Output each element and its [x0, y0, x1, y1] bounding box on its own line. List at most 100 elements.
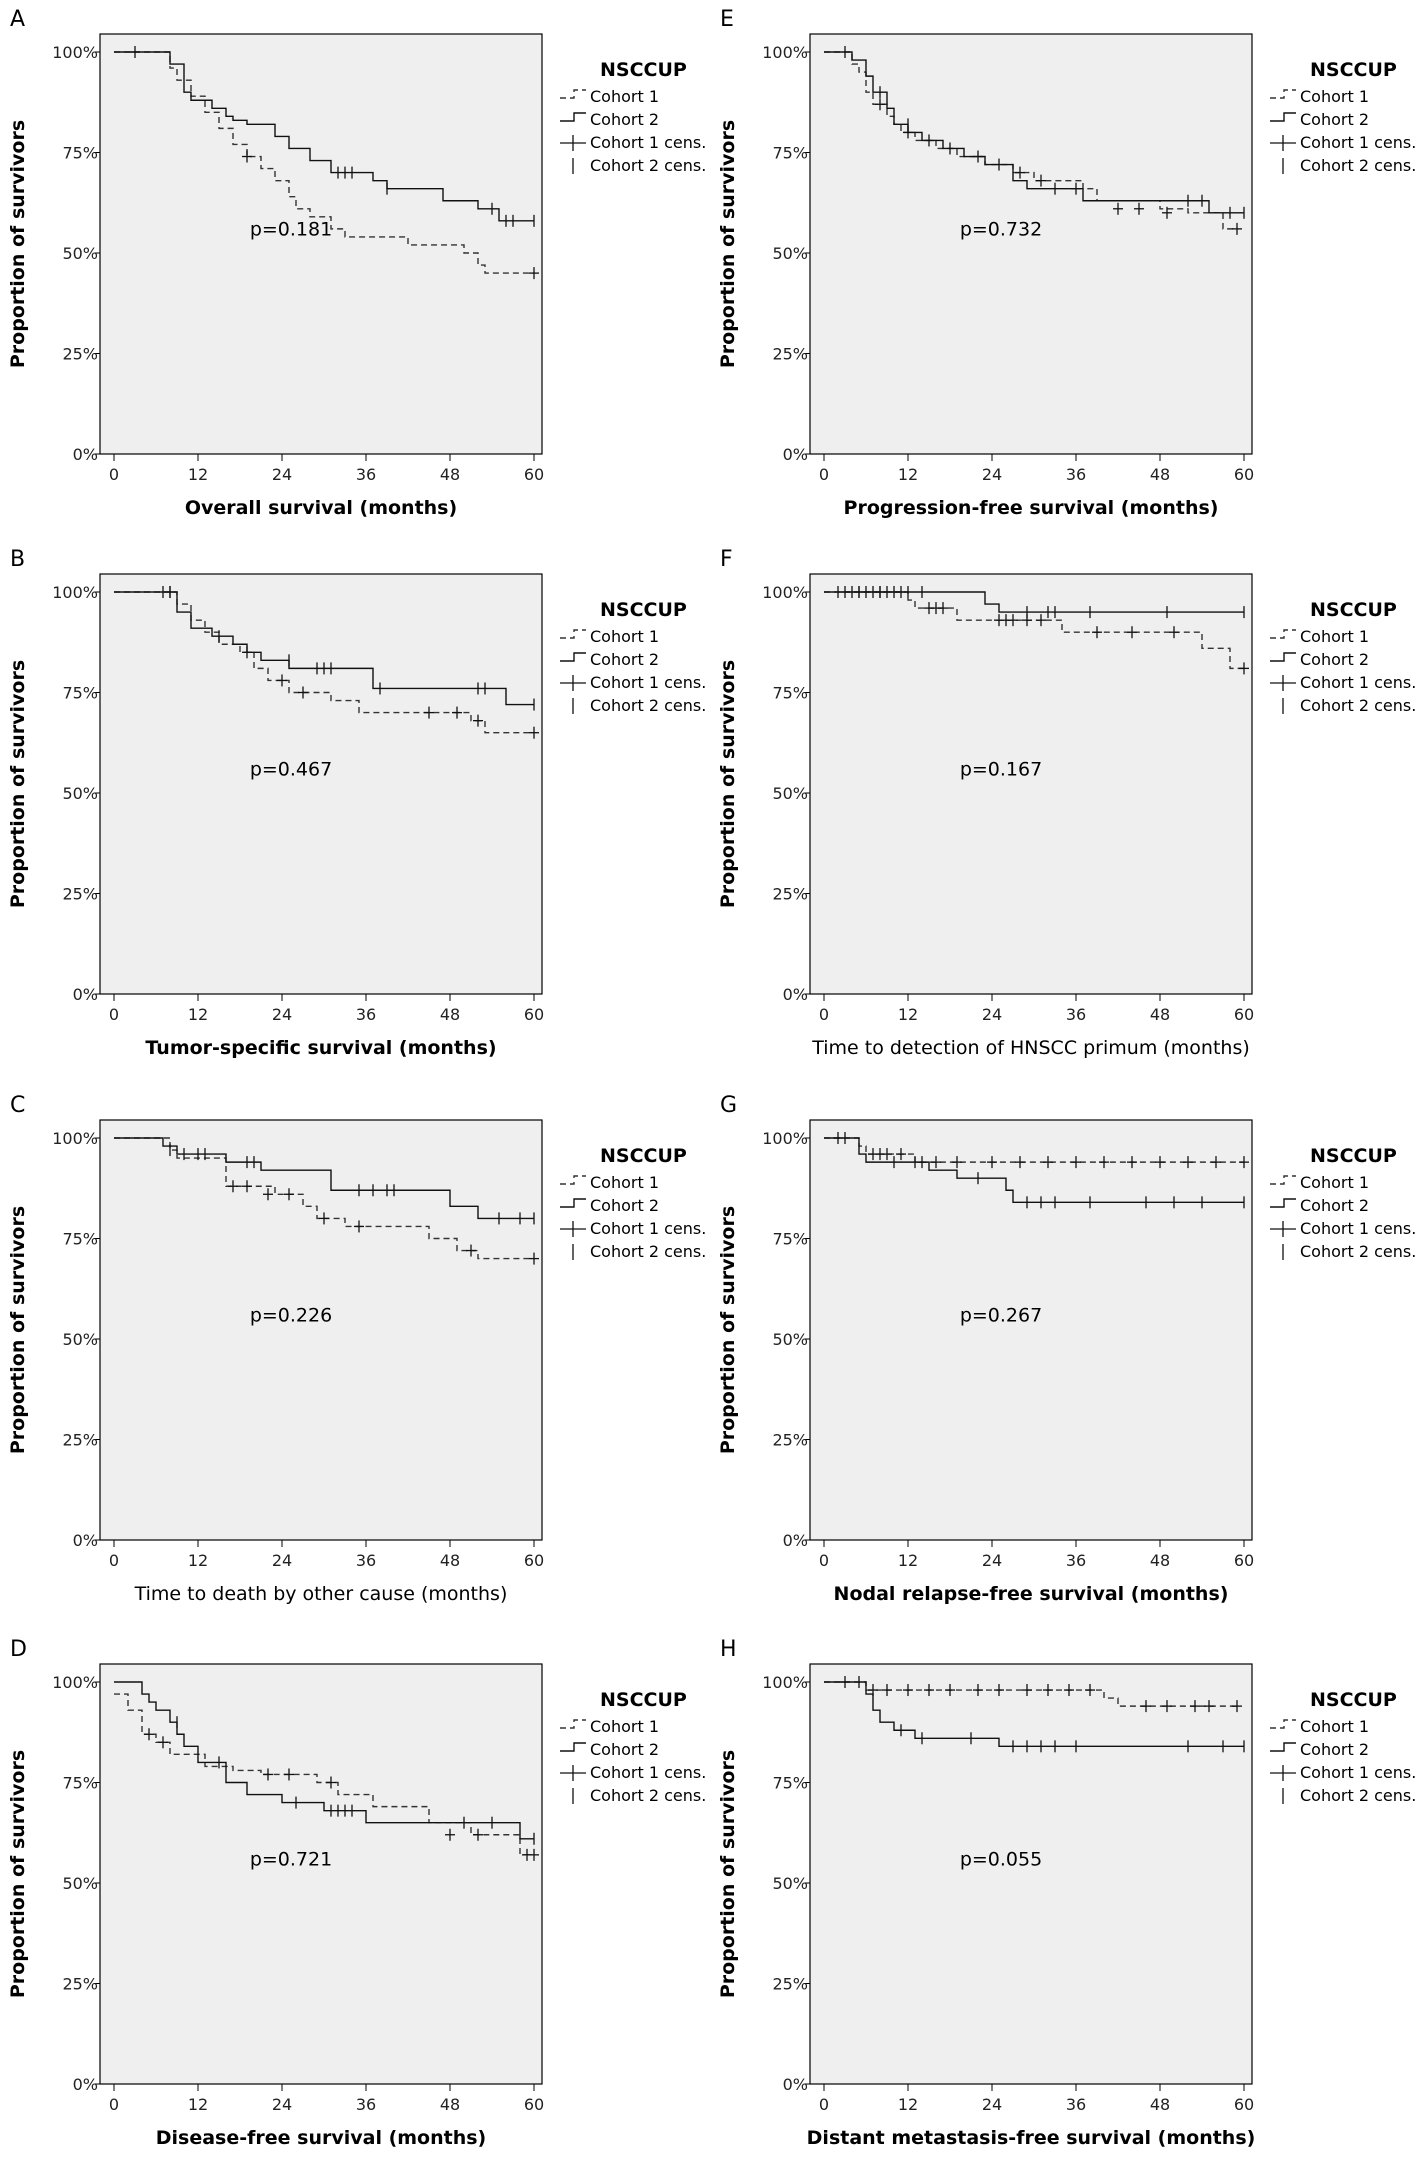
legend-entry: Cohort 2	[1300, 1740, 1369, 1759]
legend-swatch	[1270, 1742, 1296, 1752]
x-tick-label: 24	[982, 1005, 1002, 1024]
x-tick-label: 0	[819, 1551, 829, 1570]
km-curve-cohort-1	[114, 591, 534, 734]
censor-mark-cohort-1	[1022, 1684, 1032, 1697]
x-tick-label: 48	[440, 1005, 460, 1024]
legend-entry: Cohort 1 cens.	[590, 673, 706, 692]
censor-mark-cohort-1	[1155, 1156, 1165, 1169]
y-tick-label: 75%	[772, 684, 808, 703]
y-axis-title: Proportion of survivors	[7, 120, 29, 368]
legend-title: NSCCUP	[600, 1689, 687, 1711]
legend-entry: Cohort 2 cens.	[590, 1786, 706, 1805]
censor-mark-cohort-1	[529, 267, 539, 280]
plot-area	[99, 1663, 543, 2085]
legend-swatch	[560, 1765, 586, 1781]
censor-mark-cohort-1	[938, 602, 948, 615]
censor-mark-cohort-1	[1113, 202, 1123, 215]
panel-a: A 0% 25% 50% 75% 100% 0 12 24 36 48 60 Overall survi…	[7, 7, 706, 519]
y-tick-label: 0%	[783, 1531, 808, 1550]
censor-mark-cohort-1	[973, 1684, 983, 1697]
censor-mark-cohort-1	[1085, 1684, 1095, 1697]
x-axis-title: Progression-free survival (months)	[844, 497, 1219, 519]
legend-entry: Cohort 1 cens.	[590, 1763, 706, 1782]
censor-mark-cohort-1	[263, 1188, 273, 1201]
censor-mark-cohort-1	[931, 1156, 941, 1169]
y-axis-title: Proportion of survivors	[717, 120, 739, 368]
y-tick-label: 50%	[772, 1874, 808, 1893]
x-tick-label: 24	[982, 2095, 1002, 2114]
censor-mark-cohort-1	[298, 686, 308, 699]
censor-mark-cohort-1	[1232, 1700, 1242, 1713]
x-tick-label: 24	[272, 1005, 292, 1024]
y-axis-title: Proportion of survivors	[7, 1750, 29, 1998]
legend-entry: Cohort 1	[1300, 1717, 1369, 1736]
censor-mark-cohort-1	[144, 1728, 154, 1741]
km-curve-cohort-2	[114, 51, 534, 222]
legend-entry: Cohort 2	[590, 650, 659, 669]
y-tick-label: 100%	[52, 583, 98, 602]
y-tick-label: 100%	[762, 1129, 808, 1148]
y-tick-label: 0%	[73, 2075, 98, 2094]
censor-mark-cohort-1	[882, 1148, 892, 1161]
legend-title: NSCCUP	[600, 1145, 687, 1167]
legend-swatch	[560, 135, 586, 151]
y-tick-label: 75%	[772, 1230, 808, 1249]
y-tick-label: 75%	[772, 144, 808, 163]
censor-mark-cohort-1	[1211, 1156, 1221, 1169]
panel-letter: E	[720, 7, 734, 32]
y-axis-title: Proportion of survivors	[717, 1206, 739, 1454]
y-tick-label: 25%	[772, 345, 808, 364]
legend-swatch	[560, 1221, 586, 1237]
plot-area	[809, 33, 1253, 455]
legend-entry: Cohort 1 cens.	[590, 133, 706, 152]
p-value: p=0.226	[250, 1305, 332, 1327]
legend-swatch	[560, 1198, 586, 1208]
p-value: p=0.721	[250, 1849, 332, 1871]
y-tick-label: 0%	[73, 445, 98, 464]
censor-mark-cohort-1	[1015, 1156, 1025, 1169]
legend-title: NSCCUP	[600, 59, 687, 81]
x-tick-label: 48	[1150, 1551, 1170, 1570]
y-tick-label: 75%	[62, 1230, 98, 1249]
censor-mark-cohort-1	[228, 1180, 238, 1193]
x-tick-label: 36	[356, 1551, 376, 1570]
x-tick-label: 24	[272, 1551, 292, 1570]
x-tick-label: 60	[1234, 2095, 1254, 2114]
legend-entry: Cohort 1	[1300, 1173, 1369, 1192]
x-tick-label: 36	[1066, 1005, 1086, 1024]
km-curve-cohort-1	[114, 1137, 534, 1260]
y-tick-label: 0%	[73, 985, 98, 1004]
censor-mark-cohort-1	[452, 706, 462, 719]
legend-entry: Cohort 1 cens.	[1300, 673, 1416, 692]
legend-entry: Cohort 2 cens.	[1300, 696, 1416, 715]
x-tick-label: 36	[1066, 465, 1086, 484]
panel-c: C 0% 25% 50% 75% 100% 0 12 24 36 48 60 Time to death…	[7, 1093, 706, 1605]
censor-mark-cohort-1	[1134, 202, 1144, 215]
censor-mark-cohort-1	[1232, 222, 1242, 235]
x-tick-label: 0	[819, 465, 829, 484]
x-tick-label: 48	[1150, 1005, 1170, 1024]
censor-mark-cohort-1	[1043, 1684, 1053, 1697]
censor-mark-cohort-1	[445, 1828, 455, 1841]
censor-mark-cohort-1	[473, 1828, 483, 1841]
legend-entry: Cohort 1	[1300, 627, 1369, 646]
panel-letter: B	[10, 547, 25, 572]
y-tick-label: 100%	[762, 43, 808, 62]
censor-mark-cohort-1	[1043, 1156, 1053, 1169]
legend-swatch	[560, 112, 586, 122]
legend-swatch	[560, 1742, 586, 1752]
x-axis-title: Overall survival (months)	[185, 497, 457, 519]
censor-mark-cohort-1	[1036, 614, 1046, 627]
censor-mark-cohort-1	[284, 1188, 294, 1201]
censor-mark-cohort-1	[354, 1220, 364, 1233]
x-tick-label: 48	[1150, 465, 1170, 484]
censor-mark-cohort-1	[1190, 1700, 1200, 1713]
y-axis-title: Proportion of survivors	[717, 1750, 739, 1998]
censor-mark-cohort-1	[896, 1148, 906, 1161]
censor-mark-cohort-1	[1239, 662, 1249, 675]
legend-swatch	[1270, 1765, 1296, 1781]
x-tick-label: 36	[1066, 2095, 1086, 2114]
censor-mark-cohort-1	[882, 1684, 892, 1697]
y-tick-label: 100%	[52, 1673, 98, 1692]
x-tick-label: 24	[272, 2095, 292, 2114]
